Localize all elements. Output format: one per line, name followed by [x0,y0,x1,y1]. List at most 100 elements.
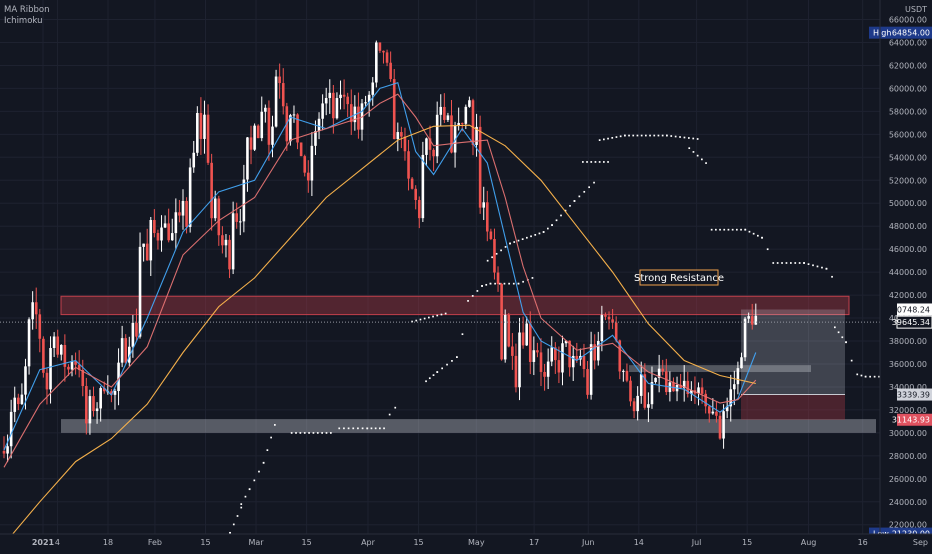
entry-price-tag-box [897,388,932,401]
y-tick-label: 28000.00 [889,452,927,461]
ichimoku-dot [588,186,590,189]
candle-body [407,151,410,179]
annotation-strong-resistance[interactable]: Strong Resistance [634,269,724,286]
ichimoku-dot [266,449,269,452]
ichimoku-dot [649,134,651,137]
candle-body [124,338,128,363]
candle-body [342,94,346,97]
ichimoku-dot [456,356,458,358]
candle-body [460,122,464,124]
ichimoku-dot [715,228,717,231]
candle-body [231,213,235,270]
ichimoku-dot [598,139,601,141]
ichimoku-dot [807,263,810,265]
ichimoku-dot [578,195,581,198]
candle-body [493,239,496,273]
ichimoku-dot [491,256,493,259]
ichimoku-dot [517,239,520,242]
candle-body [700,387,704,394]
candle-body [622,370,625,372]
candle-body [367,94,371,103]
candle-body [643,374,647,408]
candle-body [371,82,375,95]
candle-body [289,115,292,142]
ichimoku-dot [547,227,549,230]
ichimoku-dot [428,377,431,380]
annotation-text: Strong Resistance [634,273,724,284]
candle-body [446,115,450,120]
ma-mid-line [3,93,757,468]
ichimoku-dot [500,249,502,252]
candle-body [410,178,414,189]
ichimoku-dot [816,265,819,268]
candle-body [564,340,568,344]
ichimoku-dot [640,134,643,137]
candle-body [636,395,639,412]
ichimoku-dot [798,262,801,264]
ichimoku-dot [512,282,515,285]
ichimoku-dot [719,228,721,231]
y-tick-label: 34000.00 [889,383,927,392]
ichimoku-dot [674,135,677,138]
candle-body [281,83,285,107]
ichimoku-dot [586,161,588,163]
ichimoku-dot [388,413,391,416]
candle-body [267,107,271,145]
candle-body [450,115,453,153]
candle-body [332,92,335,119]
ma-slow-line [3,124,756,545]
candle-body [647,404,650,408]
y-tick-label: 58000.00 [889,107,927,116]
ichimoku-dot [446,363,448,366]
candle-body [600,315,604,342]
ichimoku-dot [785,262,788,264]
ichimoku-dot [534,234,537,236]
ichimoku-dot [415,319,418,322]
x-tick-label: Apr [361,538,376,547]
ichimoku-dot [303,432,306,434]
y-tick-label: 62000.00 [889,61,927,70]
candle-body [593,344,596,361]
candle-body [464,106,468,124]
candle-body [421,154,425,219]
ichimoku-dot [531,277,534,279]
ichimoku-dot [757,234,759,237]
candle-body [213,198,217,219]
candle-body [34,302,38,315]
ichimoku-dot [423,317,426,320]
candle-body [604,315,607,317]
candle-body [42,338,45,373]
candle-body [392,79,396,140]
candle-body [478,126,482,208]
ichimoku-dot [542,231,545,233]
ichimoku-dot [270,436,272,439]
candle-body [385,52,389,63]
ma-fast-line [3,81,757,451]
candle-body [614,322,618,341]
annotation-box[interactable] [639,269,719,286]
ichimoku-dot [517,282,520,285]
candle-body [210,162,213,219]
candle-body [632,401,636,412]
x-tick-label: Aug [801,538,817,547]
ichimoku-dot [428,316,430,319]
candle-body [629,380,632,402]
y-tick-label: 66000.00 [889,16,927,25]
candle-body [328,92,332,99]
y-tick-label: 22000.00 [889,521,927,530]
ichimoku-dot [352,427,355,430]
candle-body [736,368,740,385]
candle-body [88,396,92,424]
ichimoku-dot [441,367,443,370]
candle-body [521,332,525,346]
ichimoku-dot [530,235,532,238]
candle-body [321,103,324,119]
ichimoku-dot [521,238,524,241]
ichimoku-dot [710,228,713,231]
y-tick-label: 24000.00 [889,498,927,507]
y-tick-label: 36000.00 [889,360,927,369]
candle-body [690,390,693,394]
